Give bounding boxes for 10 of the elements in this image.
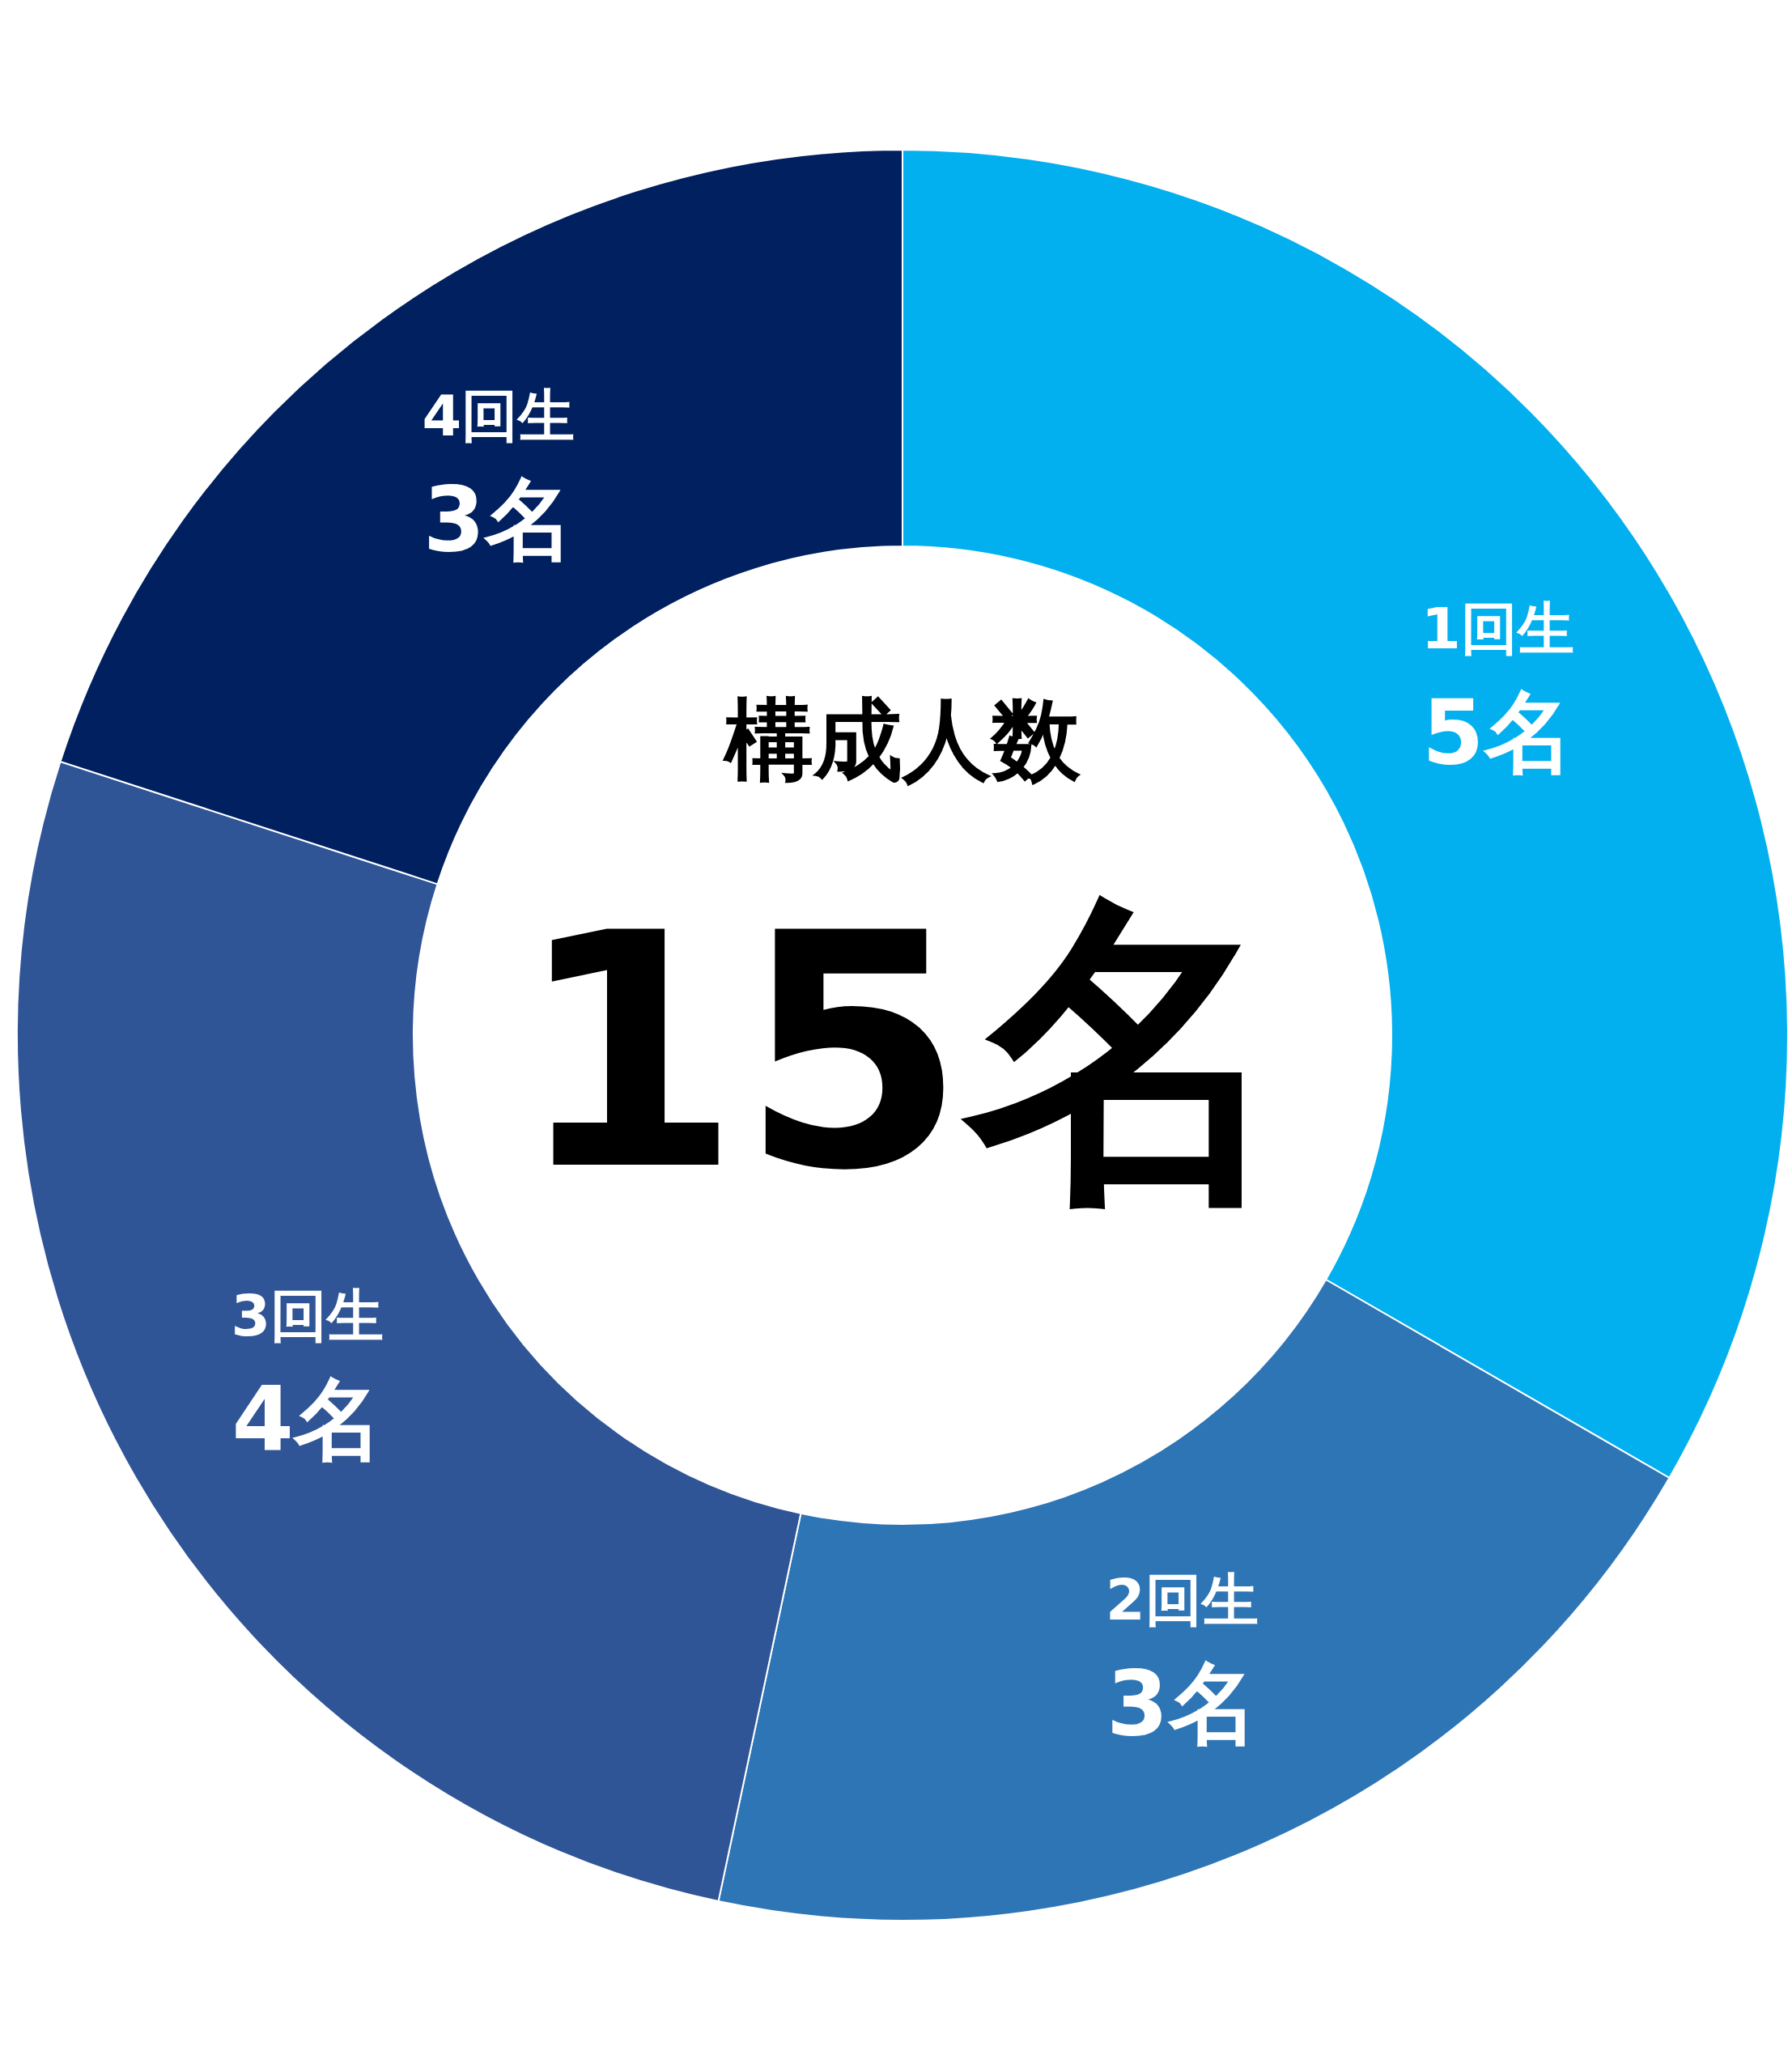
text: 構成人数 (722, 688, 1081, 792)
slice-label: 2回生 (1105, 1566, 1259, 1633)
data-label: 3名 (1106, 1651, 1258, 1756)
text: 15名 (515, 864, 1290, 1241)
slice-label: 1回生 (1421, 595, 1574, 662)
data-label: 4名 (231, 1367, 384, 1471)
data-label: 3名 (423, 468, 575, 572)
slice-label: 3回生 (231, 1282, 384, 1349)
slice-label: 4回生 (422, 383, 575, 450)
data-label: 5名 (1421, 680, 1574, 784)
